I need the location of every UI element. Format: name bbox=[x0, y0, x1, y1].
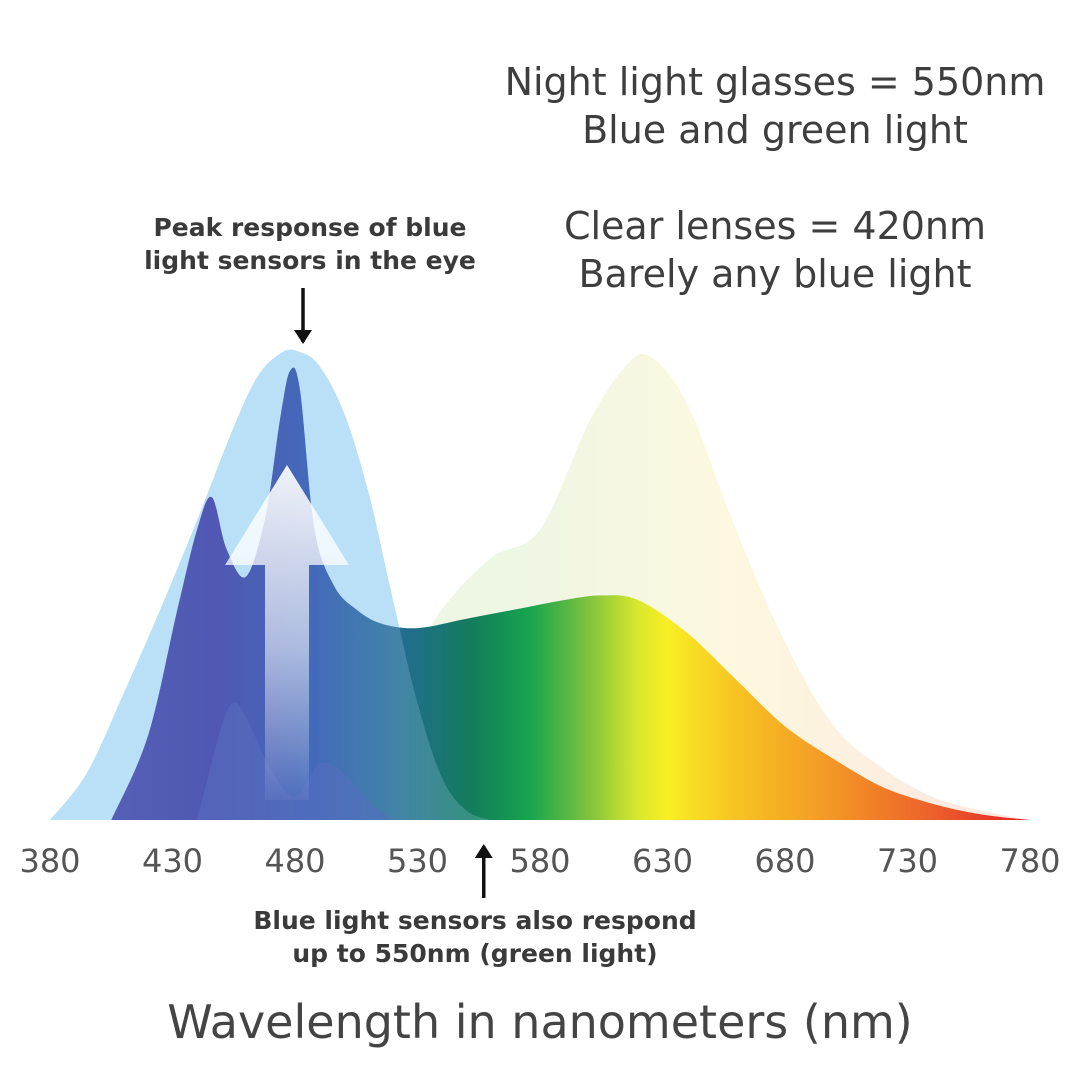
peak-response-annotation: Peak response of blue light sensors in t… bbox=[120, 211, 500, 277]
annotation-pointers bbox=[294, 288, 493, 898]
sensor-range-line-1: Blue light sensors also respond bbox=[253, 906, 697, 935]
night-light-note: Night light glasses = 550nm Blue and gre… bbox=[500, 58, 1050, 154]
light-spectrum-area bbox=[111, 367, 1031, 820]
night-light-subtitle: Blue and green light bbox=[582, 108, 968, 152]
x-axis-title: Wavelength in nanometers (nm) bbox=[167, 995, 913, 1049]
series-areas bbox=[50, 349, 1031, 820]
sensor-range-pointer-arrow bbox=[474, 844, 493, 898]
sensor-range-annotation: Blue light sensors also respond up to 55… bbox=[230, 904, 720, 970]
peak-response-line-1: Peak response of blue bbox=[153, 213, 467, 242]
clear-lens-title: Clear lenses = 420nm bbox=[563, 204, 987, 248]
peak-response-line-2: light sensors in the eye bbox=[144, 246, 476, 275]
x-tick-label: 480 bbox=[264, 842, 325, 880]
night-light-title: Night light glasses = 550nm bbox=[504, 60, 1046, 104]
highlight-up-arrow bbox=[225, 465, 349, 800]
x-tick-label: 380 bbox=[19, 842, 80, 880]
x-tick-label: 630 bbox=[632, 842, 693, 880]
x-tick-label: 780 bbox=[999, 842, 1060, 880]
peak-response-pointer-arrow bbox=[294, 288, 312, 344]
clear-lens-note: Clear lenses = 420nm Barely any blue lig… bbox=[500, 202, 1050, 298]
sensor-range-line-2: up to 550nm (green light) bbox=[292, 939, 658, 968]
x-tick-label: 430 bbox=[142, 842, 203, 880]
x-tick-label: 580 bbox=[509, 842, 570, 880]
x-tick-label: 680 bbox=[754, 842, 815, 880]
highlight-arrow-group bbox=[225, 465, 349, 800]
clear-lens-subtitle: Barely any blue light bbox=[578, 252, 972, 296]
x-tick-label: 530 bbox=[387, 842, 448, 880]
overlay-band-area bbox=[197, 702, 393, 820]
x-axis-ticks: 380 430 480 530 580 630 680 730 780 bbox=[19, 842, 1060, 880]
x-tick-label: 730 bbox=[877, 842, 938, 880]
